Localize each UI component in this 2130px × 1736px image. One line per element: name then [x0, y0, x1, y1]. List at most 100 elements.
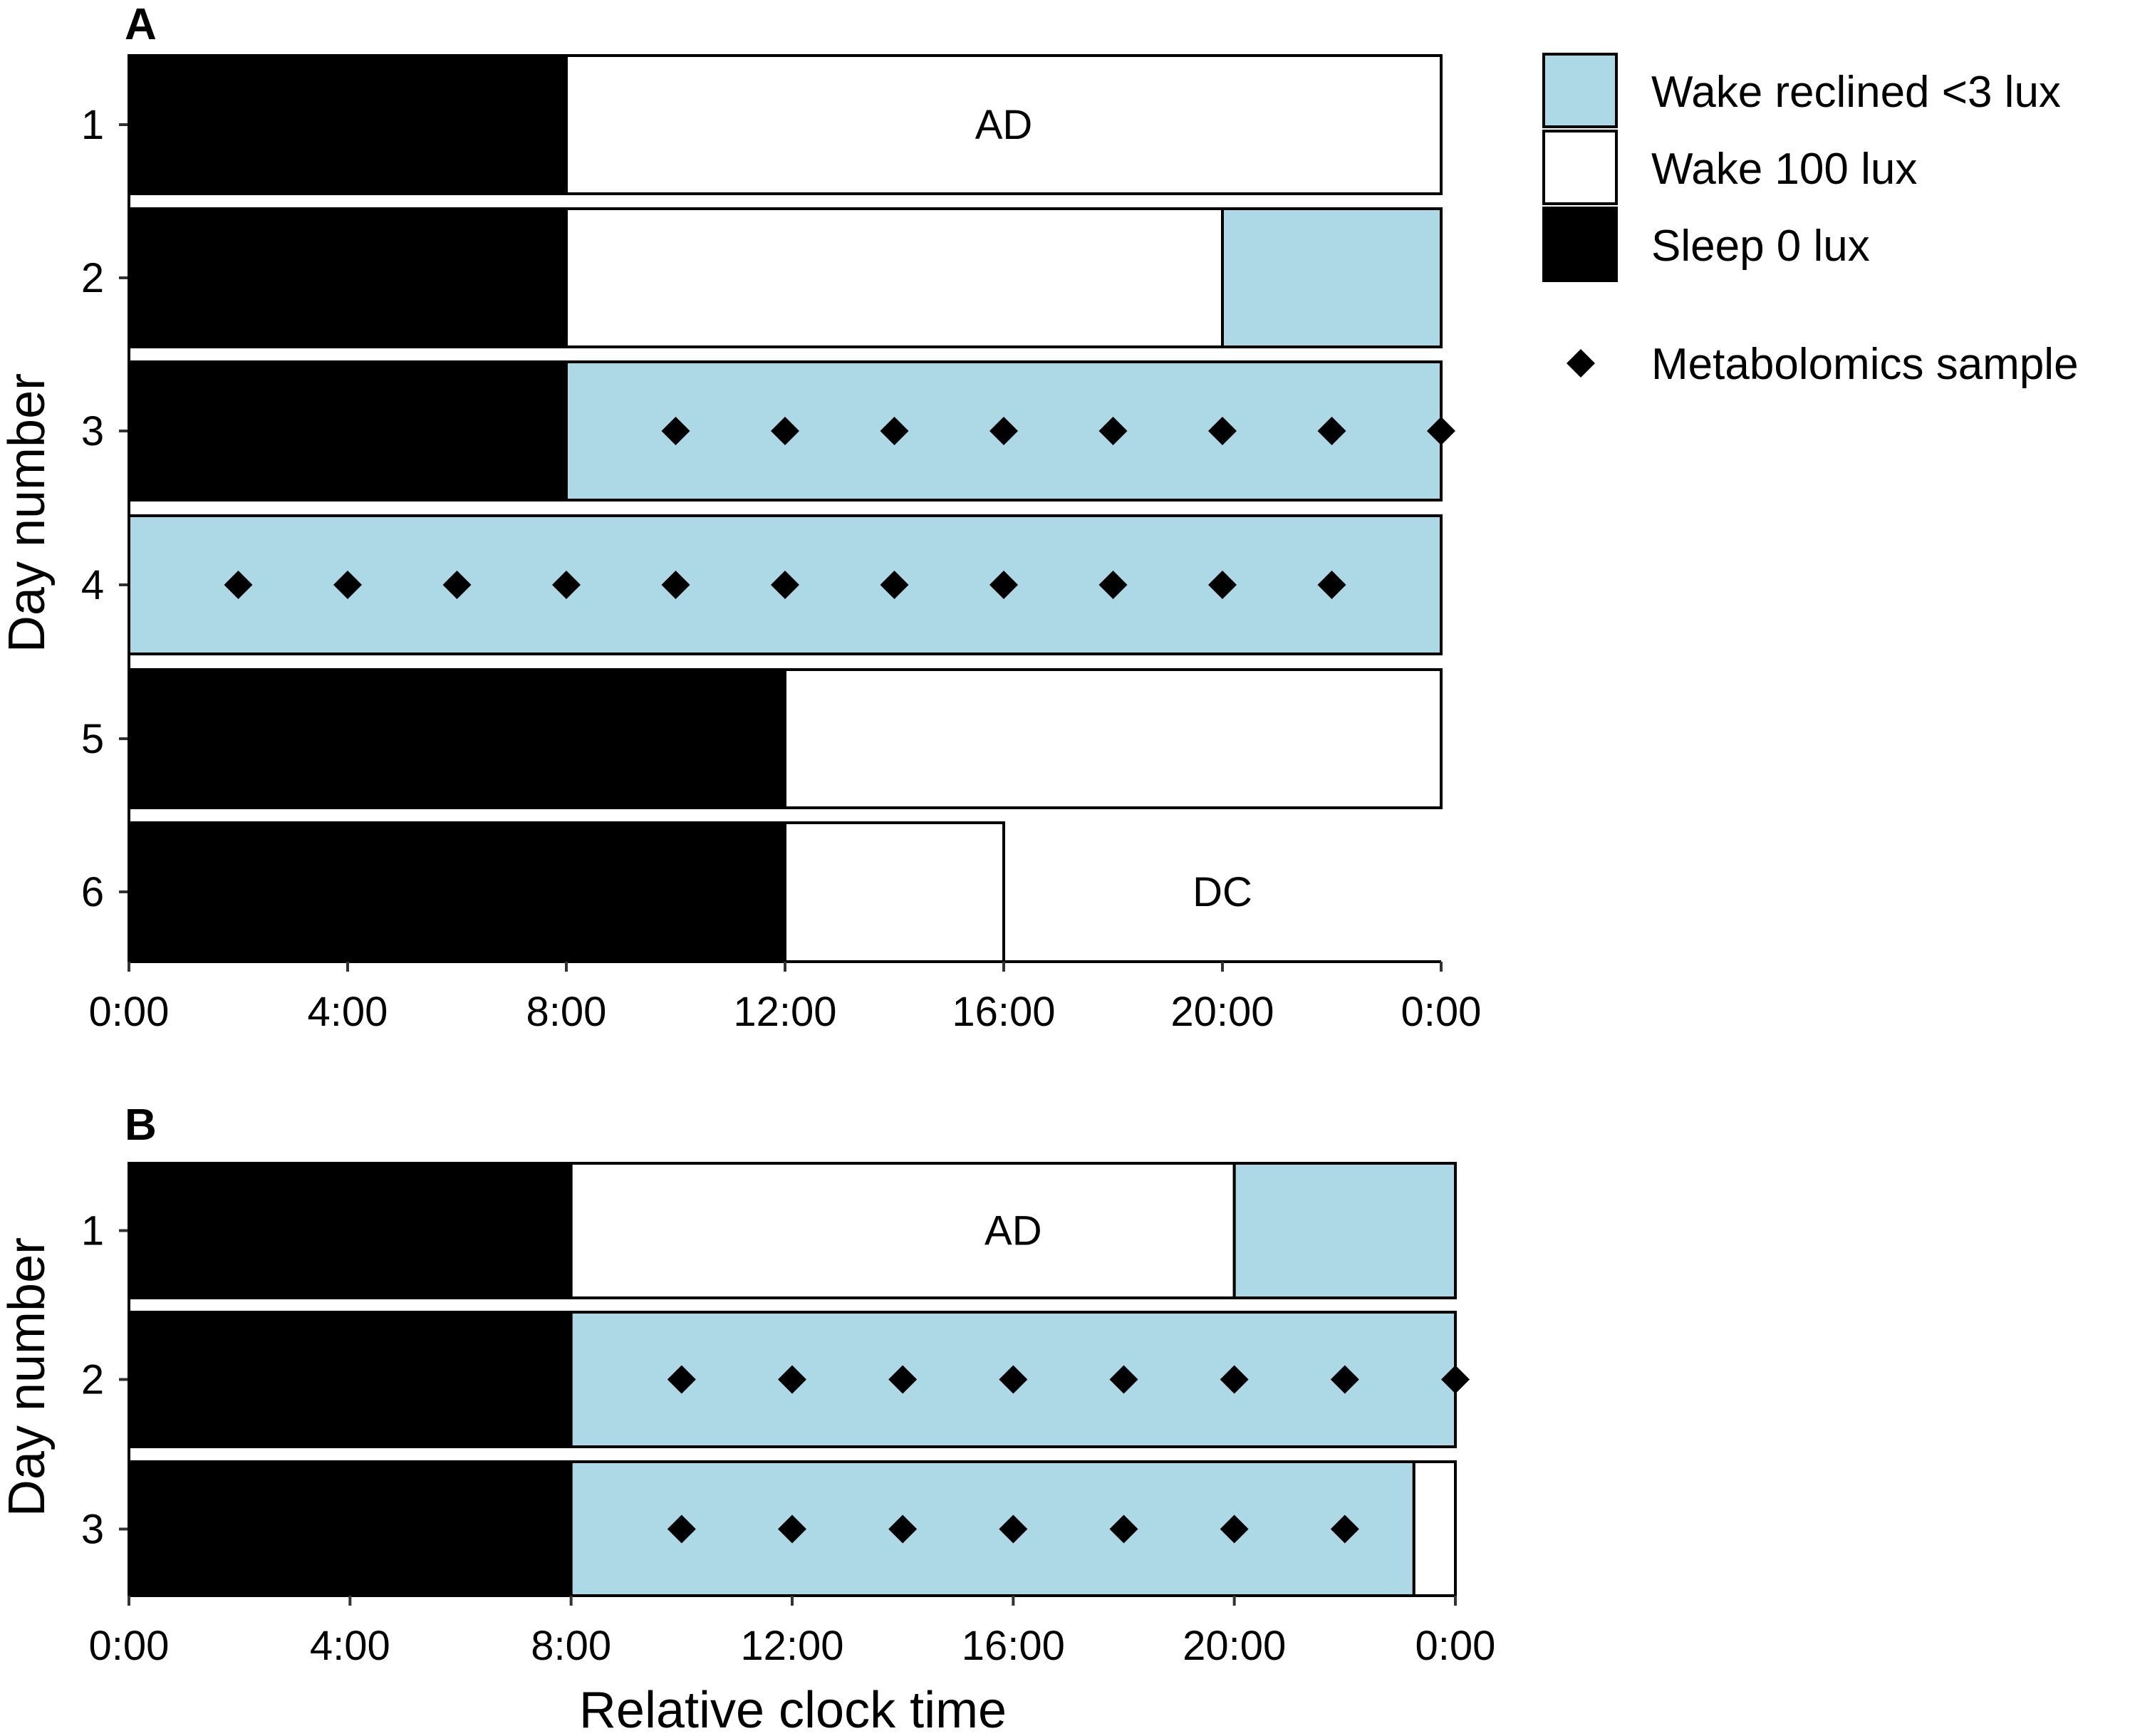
panel-a-day-4-sample-marker	[552, 571, 581, 599]
panel-a-y-axis-title: Day number	[0, 373, 56, 653]
legend-label-sleep: Sleep 0 lux	[1651, 222, 1870, 271]
panel-b-bars: AD	[128, 1162, 1470, 1597]
panel-b-day-2-segment-sleep	[128, 1311, 573, 1448]
panel-b-day-3-segment-reclined	[569, 1460, 1415, 1597]
panel-a-y-tick-label: 4	[81, 562, 104, 608]
panel-a-day-5-segment-wake100	[784, 668, 1443, 809]
panel-a-x-axis: 1 2 3 4 5 6 0:00 4:00 8:00 12:00 16:00 20:00 0:00	[81, 56, 1481, 1035]
panel-a-day-4-sample-marker	[224, 571, 253, 599]
panel-a-day-4-sample-marker	[661, 571, 690, 599]
panel-b-day-3-segment-wake100	[1412, 1460, 1457, 1597]
panel-a-day-2-segment-sleep	[128, 207, 568, 348]
panel-b-y-axis-title: Day number	[0, 1237, 56, 1517]
panel-b-y-tick-label: 3	[81, 1507, 104, 1553]
panel-a-day-6-segment-wake100	[784, 821, 1005, 963]
panel-a-day-6: DC	[128, 821, 1252, 963]
panel-a-day-4-sample-marker	[1098, 571, 1128, 599]
panel-a-day-5	[128, 668, 1443, 809]
panel-b-day-2-sample-marker	[1220, 1365, 1249, 1394]
panel-b-day-3	[128, 1460, 1457, 1597]
panel-b-day-2-sample-marker	[1441, 1365, 1470, 1394]
panel-a-y-tick-label: 3	[81, 408, 104, 454]
panel-a-day-4-sample-marker	[989, 571, 1018, 599]
panel-a-day-3-sample-marker	[1098, 417, 1128, 445]
panel-b-day-1-annotation: AD	[985, 1208, 1042, 1254]
panel-b-day-1-segment-wake100	[569, 1162, 1236, 1299]
legend-swatch-sleep	[1542, 207, 1618, 282]
legend-label-reclined: Wake reclined <3 lux	[1651, 68, 2061, 117]
panel-b-day-2-sample-marker	[999, 1365, 1028, 1394]
panel-a-day-3-sample-marker	[880, 417, 909, 445]
legend-marker-icon	[1567, 349, 1595, 378]
panel-a-day-1-segment-sleep	[128, 54, 568, 195]
panel-b-day-1-segment-sleep	[128, 1162, 573, 1299]
panel-a-y-tick-label: 2	[81, 255, 104, 301]
panel-b-x-tick-label: 4:00	[310, 1623, 390, 1669]
legend-swatch-wake100	[1542, 130, 1618, 205]
legend: Wake reclined <3 lux Wake 100 lux Sleep 0 …	[1542, 53, 2079, 389]
panel-a-day-3-sample-marker	[1208, 417, 1237, 445]
panel-b-day-3-segment-sleep	[128, 1460, 573, 1597]
panel-a-day-2	[128, 207, 1443, 348]
panel-a: A Day number AD DC 1 2 3 4 5 6 0:00 4:00 8:00 12:0…	[0, 0, 1481, 1035]
panel-a-day-3-sample-marker	[771, 417, 799, 445]
panel-b-day-3-sample-marker	[888, 1514, 918, 1544]
panel-b-day-3-sample-marker	[1330, 1514, 1359, 1544]
x-axis-title: Relative clock time	[579, 1682, 1007, 1736]
panel-a-day-5-segment-sleep	[128, 668, 786, 809]
panel-b: B Day number AD 1 2 3 0:00 4:00 8:00 12:00 16:0…	[0, 1101, 1495, 1736]
panel-b-day-2-sample-marker	[778, 1365, 806, 1394]
panel-b-day-3-sample-marker	[667, 1514, 696, 1544]
panel-a-day-4-sample-marker	[880, 571, 909, 599]
panel-b-y-tick-label: 1	[81, 1208, 104, 1254]
panel-b-x-tick-label: 0:00	[89, 1623, 170, 1669]
panel-b-day-2-sample-marker	[888, 1365, 918, 1394]
panel-a-x-tick-label: 4:00	[308, 989, 388, 1035]
panel-a-day-4	[128, 514, 1443, 655]
panel-b-day-3-sample-marker	[1109, 1514, 1138, 1544]
panel-b-label: B	[125, 1101, 157, 1150]
panel-b-day-3-sample-marker	[1220, 1514, 1249, 1544]
panel-a-day-4-sample-marker	[1317, 571, 1346, 599]
panel-b-day-3-sample-marker	[999, 1514, 1028, 1544]
panel-b-day-3-sample-marker	[778, 1514, 806, 1544]
panel-b-y-tick-label: 2	[81, 1357, 104, 1403]
panel-a-day-4-sample-marker	[442, 571, 472, 599]
panel-a-day-3-sample-marker	[661, 417, 690, 445]
panel-b-day-2-sample-marker	[1109, 1365, 1138, 1394]
panel-a-y-tick-label: 1	[81, 102, 104, 148]
panel-b-x-tick-label: 20:00	[1183, 1623, 1286, 1669]
panel-a-day-4-sample-marker	[1208, 571, 1237, 599]
panel-b-day-1-segment-reclined	[1232, 1162, 1457, 1299]
panel-b-day-2-sample-marker	[667, 1365, 696, 1394]
panel-b-x-axis: 1 2 3 0:00 4:00 8:00 12:00 16:00 20:00 0:00	[81, 1163, 1496, 1669]
legend-label-wake100: Wake 100 lux	[1651, 145, 1917, 194]
panel-a-y-tick-label: 5	[81, 716, 104, 762]
panel-a-day-3-sample-marker	[989, 417, 1018, 445]
legend-label-metabolomics-sample: Metabolomics sample	[1651, 340, 2079, 389]
panel-a-label: A	[125, 0, 157, 49]
panel-a-day-2-segment-reclined	[1221, 207, 1443, 348]
panel-b-day-2-sample-marker	[1330, 1365, 1359, 1394]
panel-a-x-tick-label: 16:00	[952, 989, 1055, 1035]
panel-a-y-tick-label: 6	[81, 869, 104, 915]
panel-b-x-tick-label: 8:00	[531, 1623, 611, 1669]
panel-b-x-tick-label: 16:00	[962, 1623, 1065, 1669]
legend-swatch-reclined	[1542, 53, 1618, 128]
panel-a-day-3	[128, 360, 1455, 501]
panel-a-x-tick-label: 20:00	[1170, 989, 1274, 1035]
panel-b-day-1: AD	[128, 1162, 1457, 1299]
panel-a-day-4-sample-marker	[333, 571, 362, 599]
panel-a-x-tick-label: 8:00	[526, 989, 607, 1035]
panel-b-day-2	[128, 1311, 1470, 1448]
panel-a-day-3-sample-marker	[1317, 417, 1346, 445]
panel-a-x-tick-label: 0:00	[89, 989, 170, 1035]
panel-a-day-3-sample-marker	[1427, 417, 1455, 445]
panel-a-day-6-segment-sleep	[128, 821, 786, 963]
panel-a-bars: AD DC	[128, 54, 1455, 963]
panel-a-day-2-segment-wake100	[565, 207, 1224, 348]
panel-b-x-tick-label: 0:00	[1415, 1623, 1496, 1669]
panel-a-day-3-segment-sleep	[128, 360, 568, 501]
panel-a-day-6-annotation: DC	[1193, 869, 1252, 915]
